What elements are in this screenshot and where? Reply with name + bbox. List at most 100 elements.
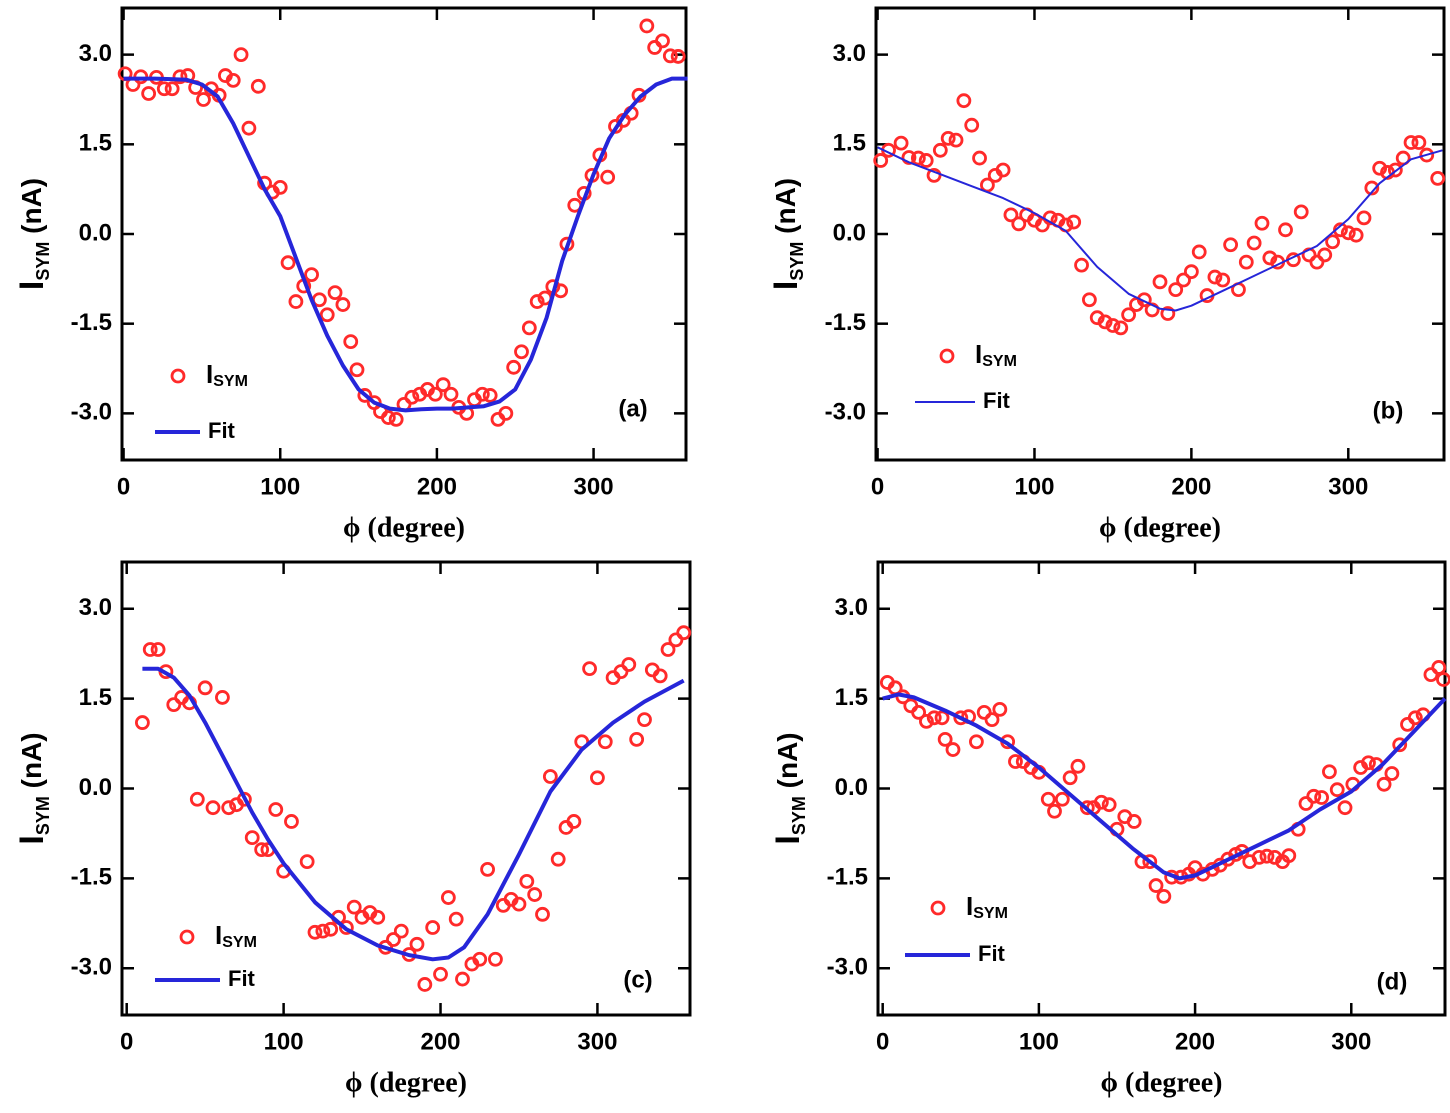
- data-point: [964, 117, 980, 133]
- fit-line: [877, 146, 1443, 312]
- data-point: [1066, 214, 1082, 230]
- data-point: [250, 78, 266, 94]
- x-tick-label: 200: [417, 473, 457, 500]
- data-point: [590, 770, 605, 786]
- y-tick-label: 0.0: [79, 219, 112, 246]
- y-axis-label: ISYM (nA): [767, 178, 807, 290]
- data-point: [1215, 272, 1231, 288]
- data-point: [150, 642, 166, 657]
- data-point: [172, 69, 188, 85]
- data-point: [435, 377, 451, 393]
- data-point: [1267, 850, 1283, 865]
- legend-name: I: [206, 359, 213, 389]
- data-point: [1246, 235, 1262, 251]
- y-tick-label: -3.0: [71, 399, 112, 426]
- data-point: [1298, 796, 1314, 811]
- data-point: [972, 150, 987, 166]
- data-point: [903, 698, 919, 714]
- data-point: [1136, 292, 1152, 308]
- data-point: [1113, 320, 1129, 336]
- panel: 0 100 200 300-3.0-1.50.01.53.0ϕ (degree)ISY…: [769, 560, 1450, 1098]
- legend-label: Fit: [978, 941, 1006, 966]
- data-point: [976, 705, 992, 720]
- legend-sub: SYM: [982, 353, 1017, 370]
- data-point: [1431, 660, 1447, 675]
- data-point: [268, 802, 284, 817]
- data-point: [668, 632, 684, 648]
- data-point: [1340, 225, 1356, 241]
- data-point: [1251, 850, 1267, 865]
- data-point: [280, 255, 296, 271]
- y-label-main: I: [767, 281, 805, 290]
- data-point: [1259, 848, 1275, 864]
- y-tick-label: 0.0: [833, 219, 866, 246]
- data-point: [1168, 282, 1184, 298]
- data-point: [288, 294, 304, 309]
- data-point: [984, 712, 1000, 727]
- data-point: [1223, 237, 1239, 253]
- panel-label: (c): [623, 966, 652, 993]
- data-point: [1156, 888, 1172, 904]
- data-point: [995, 162, 1011, 178]
- data-point: [670, 49, 686, 64]
- data-point: [1040, 791, 1056, 807]
- data-point: [582, 661, 597, 677]
- data-point: [597, 734, 613, 750]
- x-axis-label: ϕ (degree): [343, 512, 465, 543]
- data-point: [427, 386, 443, 402]
- data-point: [542, 769, 558, 784]
- data-point: [660, 642, 676, 657]
- data-point: [346, 899, 362, 915]
- data-point: [1384, 766, 1400, 781]
- y-tick-label: 3.0: [833, 40, 866, 67]
- data-point: [425, 920, 441, 935]
- data-point: [482, 388, 498, 403]
- y-tick-label: -1.5: [71, 309, 112, 336]
- data-point: [945, 742, 961, 757]
- fit-line: [123, 76, 688, 413]
- x-tick-label: 100: [264, 1028, 304, 1055]
- data-point: [529, 294, 545, 309]
- data-point: [647, 40, 663, 55]
- data-point: [1376, 776, 1392, 792]
- y-tick-label: 1.5: [79, 684, 112, 711]
- data-point: [639, 18, 655, 34]
- panel: 0 100 200 300-3.0-1.50.01.53.0ϕ (degree)ISY…: [13, 6, 688, 543]
- data-point: [1047, 803, 1062, 819]
- data-point: [1183, 264, 1199, 280]
- x-tick-label: 0: [871, 473, 884, 500]
- legend-sub: SYM: [213, 373, 248, 390]
- data-point: [272, 179, 288, 195]
- legend-sub: SYM: [973, 905, 1008, 922]
- plot-frame: [120, 560, 692, 1017]
- x-tick-label: 0: [120, 1028, 133, 1055]
- panel-label: (b): [1373, 397, 1404, 424]
- fit-line: [882, 692, 1447, 881]
- data-point: [319, 307, 335, 323]
- data-point: [1392, 737, 1408, 753]
- data-point: [535, 906, 550, 922]
- legend-label: ISYM: [215, 920, 257, 951]
- fit-line: [142, 666, 685, 962]
- data-point: [221, 800, 237, 816]
- x-tick-label: 300: [1331, 1028, 1371, 1055]
- legend-label: ISYM: [966, 891, 1008, 922]
- data-point: [514, 344, 529, 360]
- data-point: [455, 971, 470, 987]
- data-point: [388, 411, 404, 427]
- data-point: [443, 386, 459, 402]
- data-point: [937, 731, 953, 747]
- y-axis-label: ISYM (nA): [13, 732, 53, 844]
- data-point: [1238, 254, 1254, 270]
- data-point: [1407, 710, 1423, 726]
- data-point: [141, 86, 157, 101]
- x-axis-label: ϕ (degree): [1099, 512, 1221, 543]
- legend-marker: [170, 368, 186, 384]
- x-tick-label: 300: [577, 1028, 617, 1055]
- data-point: [1322, 764, 1337, 780]
- data-point: [197, 680, 213, 696]
- data-point: [335, 297, 351, 312]
- x-tick-label: 100: [1019, 1028, 1059, 1055]
